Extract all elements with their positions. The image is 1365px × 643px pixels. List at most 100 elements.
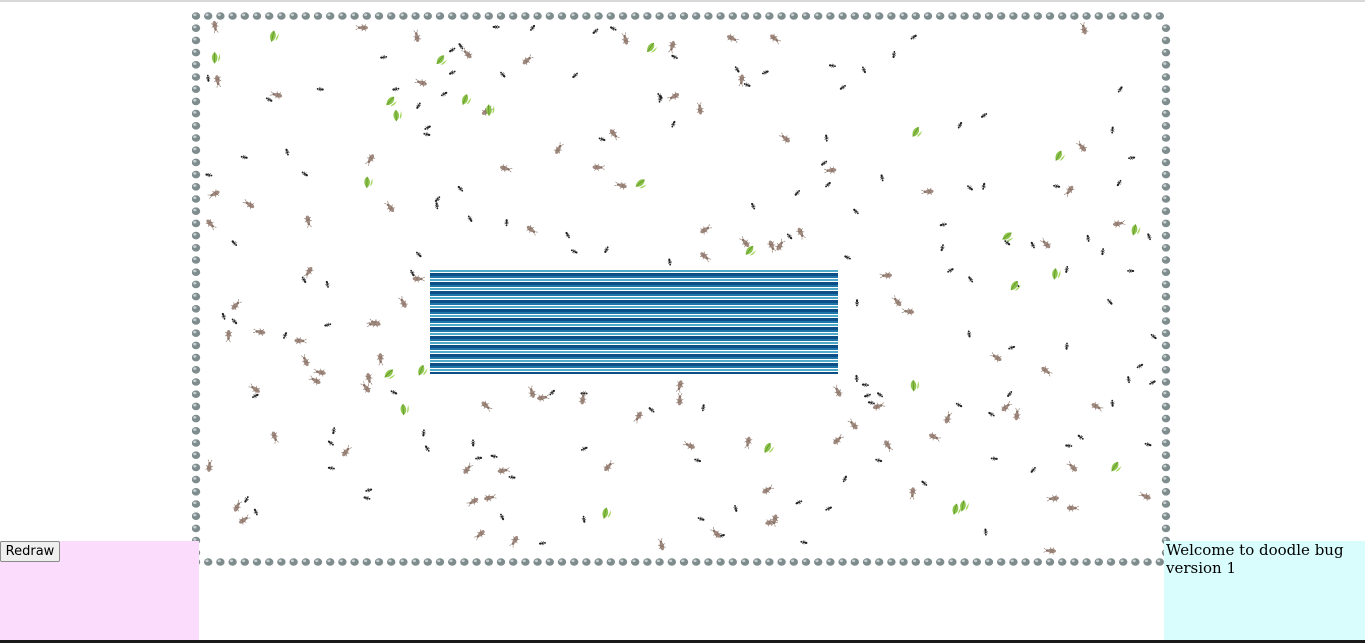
pebble-wall-icon bbox=[1033, 12, 1042, 20]
plant-icon bbox=[400, 403, 409, 416]
pebble-wall-icon bbox=[460, 12, 469, 20]
pebble-wall-icon bbox=[911, 12, 920, 20]
doodlebug-icon bbox=[528, 385, 537, 398]
doodlebug-icon bbox=[355, 24, 368, 32]
ant-icon bbox=[861, 382, 869, 388]
pebble-wall-icon bbox=[1009, 558, 1018, 566]
ant-icon bbox=[983, 528, 988, 536]
doodlebug-icon bbox=[303, 266, 314, 279]
pebble-wall-icon bbox=[192, 329, 201, 337]
pebble-wall-icon bbox=[1070, 558, 1079, 566]
pebble-wall-icon bbox=[631, 12, 640, 20]
ant-icon bbox=[424, 445, 430, 452]
doodlebug-icon bbox=[248, 383, 260, 394]
ant-icon bbox=[434, 202, 440, 210]
pebble-wall-icon bbox=[704, 12, 713, 20]
redraw-button[interactable]: Redraw bbox=[0, 541, 60, 562]
ant-icon bbox=[285, 148, 290, 156]
doodlebug-icon bbox=[303, 215, 312, 228]
ant-icon bbox=[794, 190, 801, 196]
doodlebug-icon bbox=[1043, 547, 1056, 555]
doodlebug-icon bbox=[1076, 140, 1087, 153]
pebble-wall-icon bbox=[1082, 558, 1091, 566]
ant-icon bbox=[1128, 155, 1136, 161]
pebble-wall-icon bbox=[192, 61, 201, 69]
doodlebug-icon bbox=[675, 392, 684, 406]
doodlebug-icon bbox=[833, 384, 843, 397]
pebble-wall-icon bbox=[1161, 317, 1171, 325]
ant-icon bbox=[877, 392, 884, 398]
doodlebug-icon bbox=[414, 78, 427, 88]
doodlebug-icon bbox=[823, 166, 837, 175]
doodlebug-icon bbox=[1080, 21, 1089, 35]
doodlebug-icon bbox=[762, 484, 775, 495]
ant-icon bbox=[390, 389, 398, 395]
pebble-wall-icon bbox=[716, 558, 725, 566]
pebble-wall-icon bbox=[435, 558, 445, 566]
pebble-wall-icon bbox=[984, 558, 994, 566]
pebble-wall-icon bbox=[692, 12, 701, 20]
plant-icon bbox=[393, 109, 402, 122]
doodlebug-icon bbox=[398, 295, 408, 308]
ant-icon bbox=[244, 496, 249, 503]
ant-icon bbox=[967, 185, 973, 191]
pebble-wall-icon bbox=[997, 12, 1006, 20]
pebble-wall-icon bbox=[557, 558, 567, 566]
pebble-wall-icon bbox=[240, 12, 249, 20]
doodlebug-icon bbox=[699, 251, 712, 263]
pebble-wall-icon bbox=[899, 12, 908, 20]
pebble-wall-icon bbox=[387, 12, 396, 20]
doodlebug-icon bbox=[238, 514, 251, 525]
ant-icon bbox=[864, 393, 871, 398]
doodlebug-icon bbox=[252, 328, 266, 337]
doodlebug-icon bbox=[553, 142, 564, 154]
ant-icon bbox=[694, 457, 702, 463]
ant-icon bbox=[1064, 265, 1070, 273]
pebble-wall-icon bbox=[472, 12, 481, 20]
plant-icon bbox=[646, 42, 658, 53]
pebble-wall-icon bbox=[1161, 109, 1171, 118]
plant-icon bbox=[486, 104, 495, 116]
pebble-wall-icon bbox=[204, 12, 213, 20]
ant-icon bbox=[1004, 240, 1011, 246]
pebble-wall-icon bbox=[1161, 207, 1171, 215]
ant-icon bbox=[1030, 241, 1036, 249]
pebble-wall-icon bbox=[1161, 329, 1171, 338]
ant-icon bbox=[572, 72, 578, 79]
pebble-wall-icon bbox=[1045, 12, 1055, 20]
pebble-wall-icon bbox=[192, 305, 201, 313]
pebble-wall-icon bbox=[545, 558, 554, 566]
ant-icon bbox=[981, 182, 986, 190]
ant-icon bbox=[1149, 380, 1156, 386]
plant-icon bbox=[1052, 268, 1061, 280]
ant-icon bbox=[1110, 399, 1115, 407]
pebble-wall-icon bbox=[1119, 12, 1128, 20]
pebble-wall-icon bbox=[423, 558, 432, 566]
plant-icon bbox=[270, 30, 279, 42]
doodlebug-icon bbox=[767, 240, 777, 253]
ant-icon bbox=[861, 66, 867, 74]
doodlebug-icon bbox=[1066, 461, 1078, 473]
pebble-wall-icon bbox=[631, 558, 640, 566]
pebble-wall-icon bbox=[1033, 558, 1042, 566]
ant-icon bbox=[786, 233, 793, 240]
pebble-wall-icon bbox=[374, 12, 384, 20]
ant-icon bbox=[1150, 333, 1157, 340]
pebble-wall-icon bbox=[887, 12, 896, 20]
pebble-wall-icon bbox=[1161, 170, 1171, 179]
ant-icon bbox=[325, 280, 330, 288]
ant-icon bbox=[821, 160, 828, 166]
pebble-wall-icon bbox=[496, 558, 506, 566]
pebble-wall-icon bbox=[1161, 390, 1171, 399]
pebble-wall-icon bbox=[326, 12, 335, 20]
pebble-wall-icon bbox=[289, 12, 298, 20]
ant-icon bbox=[409, 269, 415, 277]
pebble-wall-icon bbox=[472, 558, 481, 566]
pebble-wall-icon bbox=[1058, 558, 1067, 566]
pebble-wall-icon bbox=[789, 12, 798, 20]
pebble-wall-icon bbox=[1058, 12, 1067, 20]
doodlebug-icon bbox=[682, 440, 695, 451]
plant-icon bbox=[384, 369, 396, 379]
ant-icon bbox=[423, 132, 431, 137]
pebble-wall-icon bbox=[1070, 12, 1079, 20]
